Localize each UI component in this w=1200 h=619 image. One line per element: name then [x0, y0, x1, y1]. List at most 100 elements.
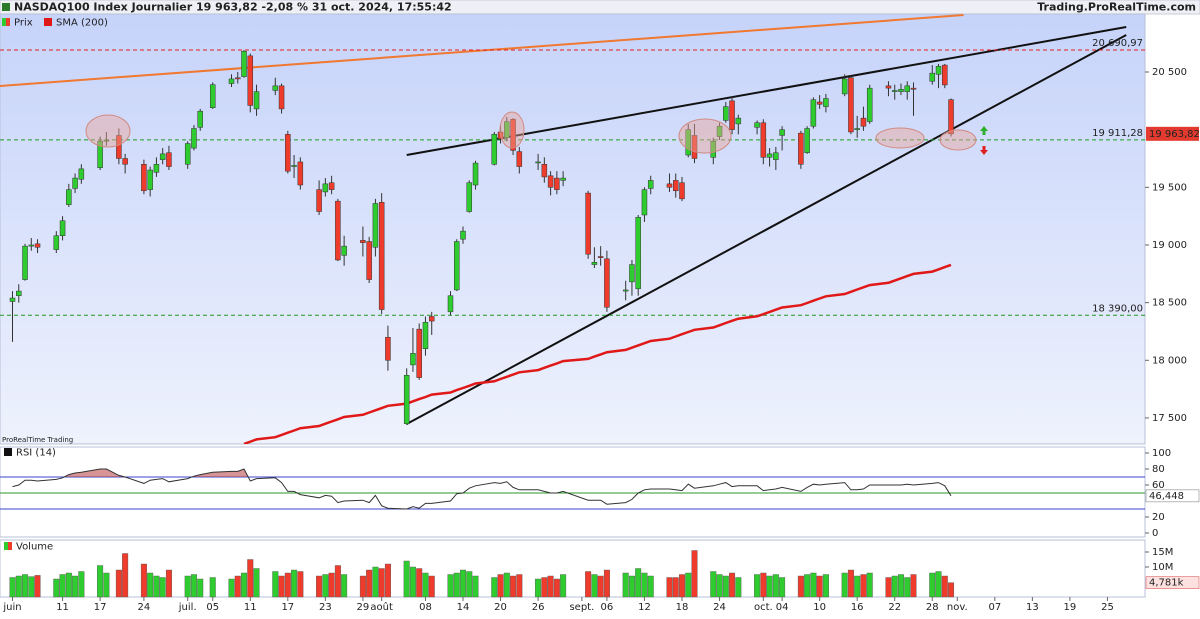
- x-tick-label: 28: [926, 602, 939, 613]
- volume-bar: [716, 574, 723, 598]
- volume-bar: [766, 575, 773, 598]
- candle-body: [510, 119, 516, 151]
- y-tick-label: 0: [1152, 528, 1158, 539]
- level-label: 20 690,97: [1092, 38, 1143, 49]
- volume-bar: [722, 575, 729, 598]
- candle-body: [891, 90, 898, 92]
- volume-bar: [854, 575, 861, 598]
- x-tick-label: 08: [419, 602, 432, 613]
- volume-bar: [685, 572, 692, 598]
- x-tick-label: 10: [813, 602, 826, 613]
- y-tick-label: 80: [1152, 464, 1165, 475]
- volume-bar: [366, 569, 373, 598]
- legend-swatch: [4, 448, 12, 456]
- volume-bar: [284, 572, 291, 598]
- candle-body: [904, 85, 910, 92]
- candle-body: [9, 297, 16, 302]
- candle-body: [816, 101, 823, 105]
- candle-body: [929, 72, 936, 82]
- y-tick-label: 20: [1152, 512, 1165, 523]
- last-price-label: 19 963,82: [1149, 129, 1200, 140]
- volume-bar: [585, 571, 592, 598]
- volume-bar: [735, 577, 742, 598]
- last-value-box: [1145, 489, 1200, 503]
- volume-bar: [941, 575, 948, 598]
- y-tick-label: 20 500: [1152, 67, 1187, 78]
- last-value-label: 46,448: [1149, 491, 1184, 502]
- volume-bar: [234, 575, 241, 598]
- volume-bar: [334, 565, 341, 598]
- candle-body: [685, 129, 692, 156]
- rsi-plot: [0, 468, 1145, 510]
- volume-bar: [553, 578, 560, 598]
- legend-label: Prix: [14, 18, 33, 29]
- trendline: [406, 26, 1127, 157]
- candle-body: [253, 91, 260, 110]
- volume-bar: [165, 569, 172, 598]
- x-tick-label: juin: [2, 602, 21, 613]
- legend-swatch: [8, 542, 12, 550]
- candle-body: [53, 235, 60, 250]
- header-title: NASDAQ100 Index Journalier 19 963,82 -2,…: [14, 1, 452, 14]
- candle-body: [403, 375, 410, 424]
- volume-bar: [247, 559, 254, 598]
- volume-bar: [847, 569, 854, 598]
- last-price-box: [1146, 126, 1199, 141]
- volume-bar: [65, 572, 72, 598]
- volume-bar: [510, 575, 517, 598]
- candle-body: [285, 134, 291, 172]
- volume-bar: [328, 572, 335, 598]
- volume-bar: [378, 568, 385, 598]
- x-tick-label: 26: [532, 602, 545, 613]
- x-tick-label: 11: [244, 602, 257, 613]
- volume-bar: [447, 574, 454, 598]
- candle-body: [504, 121, 510, 138]
- brand: Trading.ProRealTime.com: [1037, 1, 1196, 14]
- candle-body: [97, 140, 103, 168]
- candle-body: [422, 321, 429, 350]
- y-tick-label: 15M: [1152, 547, 1173, 558]
- x-tick-label: 17: [94, 602, 107, 613]
- candle-body: [541, 164, 548, 178]
- legend-swatch: [4, 542, 8, 550]
- candle-body: [604, 258, 610, 308]
- level-label: 18 390,00: [1092, 303, 1143, 314]
- volume-bar: [316, 575, 323, 598]
- volume-bar: [710, 571, 717, 598]
- candle-body: [597, 256, 604, 258]
- level-label: 19 911,28: [1092, 128, 1143, 139]
- candle-body: [410, 353, 416, 366]
- volume-bar: [516, 574, 523, 598]
- price-panel: [0, 13, 1146, 445]
- candle-body: [472, 162, 479, 186]
- y-tick-label: 18 000: [1152, 355, 1187, 366]
- volume-bar: [28, 576, 35, 598]
- volume-bar: [466, 571, 473, 598]
- x-tick-label: 14: [457, 602, 470, 613]
- candle-body: [191, 128, 197, 149]
- volume-bar: [804, 574, 811, 598]
- volume-bar: [760, 572, 767, 598]
- candle-body: [122, 158, 128, 165]
- candle-body: [16, 290, 22, 296]
- legend-swatch: [2, 18, 6, 26]
- candle-body: [197, 110, 203, 128]
- x-tick-label: août: [370, 601, 393, 613]
- candle-body: [710, 140, 717, 158]
- volume-bar: [78, 571, 85, 598]
- volume-bar: [678, 574, 685, 598]
- volume-bar: [22, 574, 29, 598]
- volume-bar: [641, 572, 648, 598]
- x-tick-label: 19: [1064, 602, 1077, 613]
- volume-bar: [816, 575, 823, 598]
- candle-body: [235, 77, 241, 80]
- candle-body: [147, 169, 153, 190]
- x-tick-label: 24: [138, 602, 151, 613]
- volume-panel: [0, 539, 1146, 598]
- volume-bar: [866, 572, 873, 598]
- x-tick-label: 20: [494, 602, 507, 613]
- volume-bar: [779, 577, 786, 598]
- volume-bar: [810, 572, 817, 598]
- legend-label: Volume: [16, 542, 53, 553]
